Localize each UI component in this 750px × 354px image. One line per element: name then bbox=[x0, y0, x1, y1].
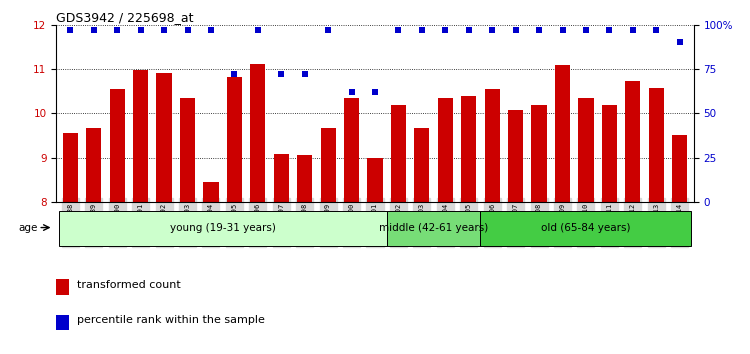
Bar bbox=[133, 70, 148, 202]
Point bbox=[205, 27, 217, 33]
Point bbox=[603, 27, 615, 33]
Bar bbox=[110, 89, 125, 202]
Bar bbox=[578, 98, 593, 202]
Point bbox=[486, 27, 498, 33]
Bar bbox=[58, 211, 387, 246]
Bar bbox=[387, 211, 481, 246]
Bar bbox=[508, 110, 524, 202]
Text: old (65-84 years): old (65-84 years) bbox=[542, 223, 631, 233]
Point bbox=[533, 27, 545, 33]
Bar bbox=[157, 73, 172, 202]
Point bbox=[111, 27, 123, 33]
Text: age: age bbox=[19, 223, 38, 233]
Point bbox=[440, 27, 452, 33]
Bar bbox=[320, 128, 336, 202]
Bar bbox=[274, 154, 289, 202]
Bar bbox=[649, 88, 664, 202]
Point bbox=[135, 27, 147, 33]
Bar bbox=[391, 105, 406, 202]
Point bbox=[556, 27, 568, 33]
Bar bbox=[532, 105, 547, 202]
Point bbox=[416, 27, 428, 33]
Point bbox=[88, 27, 100, 33]
Text: young (19-31 years): young (19-31 years) bbox=[170, 223, 275, 233]
Bar bbox=[56, 314, 69, 330]
Bar bbox=[414, 128, 430, 202]
Text: transformed count: transformed count bbox=[76, 280, 181, 290]
Text: GDS3942 / 225698_at: GDS3942 / 225698_at bbox=[56, 11, 194, 24]
Point bbox=[298, 72, 310, 77]
Point bbox=[463, 27, 475, 33]
Point bbox=[64, 27, 76, 33]
Bar bbox=[602, 105, 617, 202]
Bar bbox=[86, 128, 101, 202]
Bar bbox=[484, 89, 500, 202]
Bar bbox=[461, 96, 476, 202]
Bar bbox=[203, 182, 218, 202]
Bar bbox=[297, 155, 312, 202]
Text: middle (42-61 years): middle (42-61 years) bbox=[379, 223, 488, 233]
Point bbox=[674, 40, 686, 45]
Text: percentile rank within the sample: percentile rank within the sample bbox=[76, 315, 265, 325]
Bar bbox=[481, 211, 692, 246]
Bar bbox=[626, 81, 640, 202]
Bar bbox=[56, 279, 69, 295]
Point bbox=[510, 27, 522, 33]
Bar bbox=[368, 158, 382, 202]
Point bbox=[182, 27, 194, 33]
Point bbox=[158, 27, 170, 33]
Point bbox=[346, 89, 358, 95]
Point bbox=[228, 72, 240, 77]
Bar bbox=[555, 65, 570, 202]
Point bbox=[252, 27, 264, 33]
Bar bbox=[63, 133, 78, 202]
Bar bbox=[344, 98, 359, 202]
Bar bbox=[438, 98, 453, 202]
Point bbox=[392, 27, 404, 33]
Bar bbox=[251, 64, 266, 202]
Point bbox=[650, 27, 662, 33]
Point bbox=[322, 27, 334, 33]
Bar bbox=[180, 98, 195, 202]
Point bbox=[580, 27, 592, 33]
Bar bbox=[672, 136, 687, 202]
Point bbox=[627, 27, 639, 33]
Point bbox=[275, 72, 287, 77]
Bar bbox=[226, 77, 242, 202]
Point bbox=[369, 89, 381, 95]
